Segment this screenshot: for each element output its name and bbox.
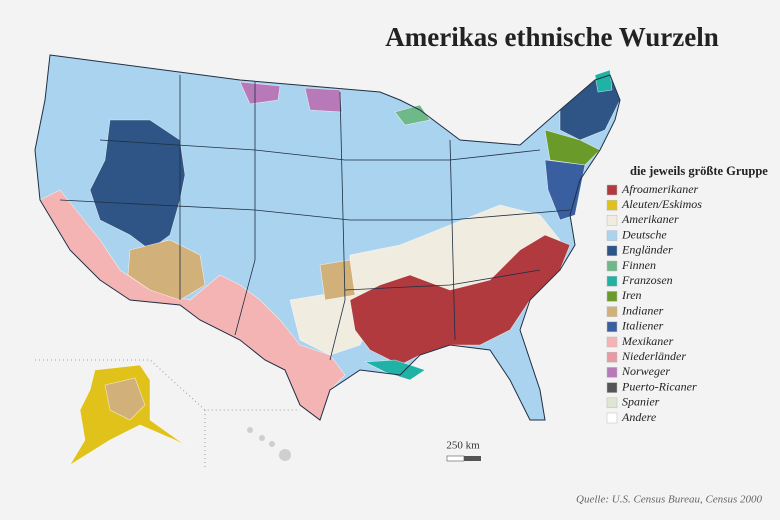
state-border [344,269,541,291]
legend-label: Indianer [621,303,664,317]
region [127,239,206,301]
title: Amerikas ethnische Wurzeln [385,22,719,52]
state-border [59,199,571,221]
region [104,377,146,421]
legend-label: Franzosen [621,273,673,287]
legend-label: Andere [621,410,657,424]
legend: die jeweils größte Gruppe Afroamerikaner… [606,164,768,424]
us-outline [34,54,621,421]
state-border [234,82,256,336]
legend-title: die jeweils größte Gruppe [630,164,768,178]
region [304,87,343,113]
legend-label: Finnen [621,258,656,272]
region [544,129,601,166]
legend-swatch [606,367,618,378]
legend-label: Deutsche [621,227,667,241]
legend-swatch [606,306,618,317]
us-map [34,54,621,421]
legend-swatch [606,351,618,363]
legend-label: Spanier [622,395,660,409]
state-border [99,139,541,161]
legend-swatch [606,275,618,287]
legend-label: Engländer [621,243,673,257]
legend-swatch [606,199,618,211]
legend-label: Amerikaner [621,212,679,226]
legend-swatch [606,245,618,257]
region [394,104,431,126]
legend-swatch [606,260,618,272]
legend-label: Norweger [621,364,670,378]
legend-label: Iren [621,288,642,302]
legend-swatch [606,321,618,333]
legend-swatch [606,412,618,424]
scale-bar [446,455,465,462]
legend-swatch [606,215,618,226]
legend-swatch [606,230,618,241]
legend-swatch [606,336,618,348]
state-border [449,139,456,341]
legend-label: Puerto-Ricaner [621,379,697,393]
region [319,259,356,301]
hawaii [247,427,291,461]
legend-swatch [606,382,618,393]
state-border [329,91,346,361]
legend-swatch [606,184,618,196]
legend-label: Aleuten/Eskimos [621,197,702,211]
legend-swatch [606,397,618,409]
legend-label: Italiener [621,319,664,333]
scale-label: 250 km [446,440,480,452]
legend-label: Mexikaner [621,334,674,348]
legend-label: Afroamerikaner [621,182,699,196]
legend-label: Niederländer [621,349,686,363]
scale-bar [464,456,481,461]
inset-border [35,359,300,411]
region [544,159,586,221]
legend-swatch [606,291,618,302]
source: Quelle: U.S. Census Bureau, Census 2000 [576,494,762,506]
region [239,81,281,105]
